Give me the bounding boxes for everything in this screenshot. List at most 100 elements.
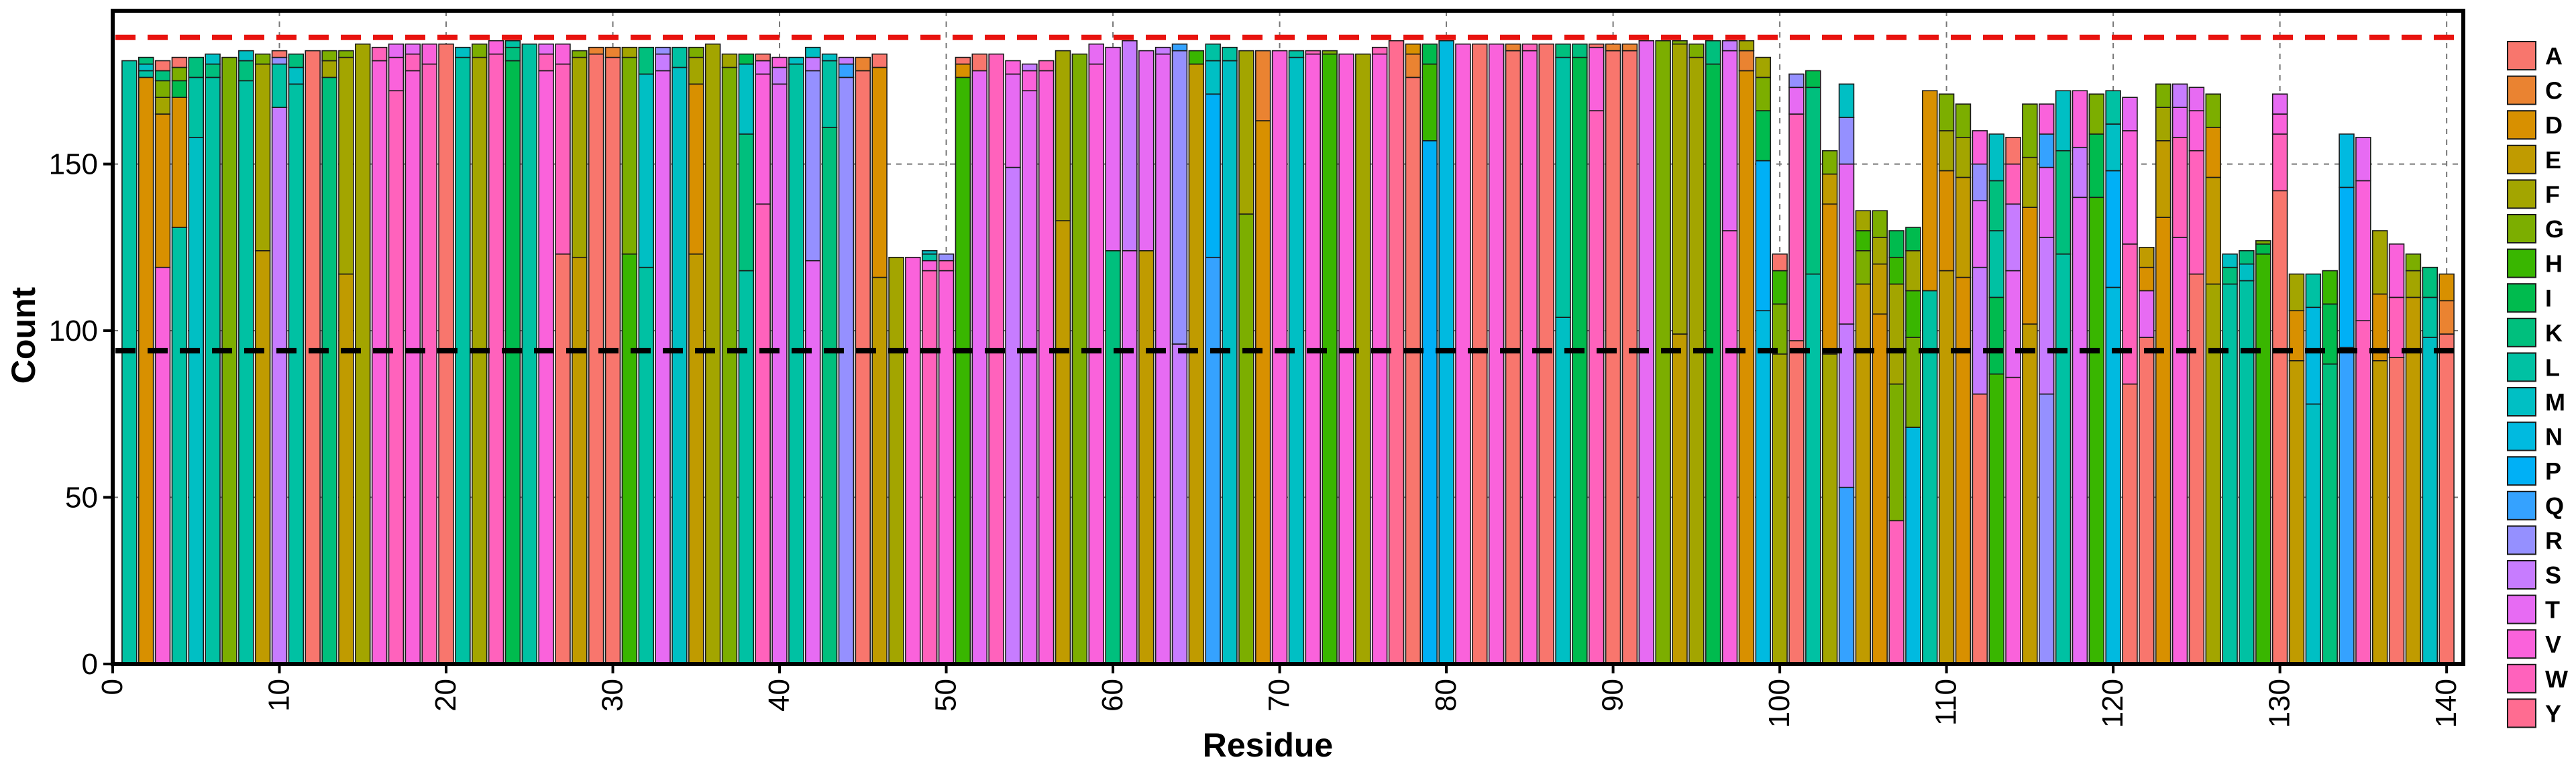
bar-segment (871, 66, 888, 278)
bar-stack (2188, 87, 2205, 665)
bar-segment (504, 46, 521, 62)
bar-segment (2171, 107, 2188, 138)
bar-segment (971, 53, 987, 72)
legend-swatch (2507, 317, 2536, 347)
bar-segment (1171, 43, 1188, 52)
bar-segment (771, 83, 788, 665)
bar-segment (821, 60, 838, 128)
bar-segment (1222, 46, 1238, 62)
bar-segment (921, 250, 938, 255)
bar-stack (672, 46, 688, 665)
bar-stack (1254, 50, 1271, 665)
bar-segment (655, 70, 671, 665)
bar-segment (955, 63, 971, 78)
bar-segment (555, 253, 571, 665)
legend-label: S (2545, 561, 2561, 589)
bar-segment (555, 63, 571, 255)
bar-stack (1805, 70, 1821, 665)
bar-segment (2271, 133, 2288, 192)
bar-segment (471, 56, 488, 665)
legend-item: A (2507, 41, 2563, 70)
bar-segment (1955, 276, 1972, 665)
bar-stack (621, 46, 638, 665)
bar-stack (521, 43, 538, 665)
bar-segment (2122, 243, 2138, 385)
bar-segment (955, 76, 971, 665)
legend-swatch (2507, 248, 2536, 278)
bar-stack (1788, 73, 1805, 665)
bar-segment (1755, 76, 1771, 111)
bar-segment (1288, 50, 1305, 58)
bar-segment (572, 56, 588, 258)
bar-stack (1138, 50, 1155, 665)
bar-segment (1888, 230, 1904, 258)
bar-segment (2005, 203, 2021, 272)
plot-frame (111, 9, 2465, 666)
bar-segment (821, 53, 838, 62)
bar-segment (1521, 50, 1538, 665)
bar-stack (2405, 253, 2422, 665)
bar-segment (2105, 90, 2121, 125)
bar-segment (2205, 283, 2221, 665)
bar-segment (1022, 63, 1038, 72)
x-tick-label: 120 (2096, 679, 2129, 728)
bar-stack (355, 43, 371, 665)
bar-segment (1972, 393, 1988, 665)
bar-segment (1738, 40, 1755, 52)
bar-stack (455, 46, 471, 665)
legend-swatch (2507, 110, 2536, 140)
bar-segment (672, 46, 688, 68)
bar-segment (738, 53, 755, 65)
bar-stack (805, 46, 821, 665)
bar-segment (388, 90, 405, 665)
bar-segment (2188, 273, 2205, 665)
bar-stack (1238, 50, 1254, 665)
bar-segment (955, 56, 971, 65)
y-tick-label: 50 (65, 482, 98, 514)
bar-stack (2355, 137, 2371, 665)
bar-stack (2388, 243, 2405, 665)
bar-segment (188, 56, 204, 78)
bar-stack (1188, 50, 1205, 665)
bar-segment (405, 53, 421, 72)
bar-segment (2355, 180, 2371, 321)
bar-segment (1872, 263, 1888, 315)
bar-segment (1555, 56, 1571, 318)
bar-segment (288, 53, 305, 68)
bar-segment (288, 83, 305, 665)
bar-segment (1855, 230, 1872, 252)
legend-swatch (2507, 456, 2536, 486)
legend-item: K (2507, 317, 2563, 347)
legend-item: Q (2507, 490, 2564, 520)
bar-segment (271, 50, 288, 58)
bar-segment (2188, 87, 2205, 111)
bar-segment (738, 133, 755, 272)
bar-segment (1788, 87, 1805, 115)
legend-label: K (2545, 319, 2563, 347)
bar-segment (938, 270, 955, 665)
bar-segment (2422, 266, 2438, 298)
legend-label: R (2545, 526, 2563, 554)
bar-segment (2339, 186, 2355, 348)
bar-segment (1955, 176, 1972, 278)
bar-segment (2271, 113, 2288, 135)
bar-segment (1405, 43, 1421, 55)
bar-segment (805, 70, 821, 262)
bar-segment (788, 63, 804, 665)
x-tick-label: 80 (1430, 679, 1462, 712)
bar-stack (188, 56, 204, 665)
bar-segment (1405, 76, 1421, 665)
bar-segment (638, 73, 654, 268)
bar-segment (321, 76, 337, 665)
bar-segment (1022, 70, 1038, 92)
bar-stack (2122, 97, 2138, 665)
bar-segment (1872, 313, 1888, 665)
bar-segment (2372, 359, 2388, 665)
x-tick-label: 10 (263, 679, 296, 712)
bar-segment (805, 56, 821, 72)
bar-segment (1105, 250, 1121, 665)
bar-segment (154, 113, 171, 268)
bar-stack (1371, 46, 1388, 665)
bar-segment (621, 56, 638, 255)
legend-item: H (2507, 248, 2563, 278)
